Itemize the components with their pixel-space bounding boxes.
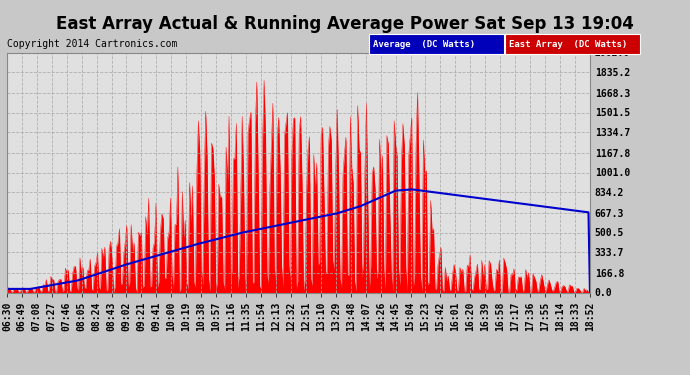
- Text: Copyright 2014 Cartronics.com: Copyright 2014 Cartronics.com: [7, 39, 177, 49]
- Text: Average  (DC Watts): Average (DC Watts): [373, 40, 475, 49]
- Text: East Array Actual & Running Average Power Sat Sep 13 19:04: East Array Actual & Running Average Powe…: [56, 15, 634, 33]
- Text: East Array  (DC Watts): East Array (DC Watts): [509, 40, 627, 49]
